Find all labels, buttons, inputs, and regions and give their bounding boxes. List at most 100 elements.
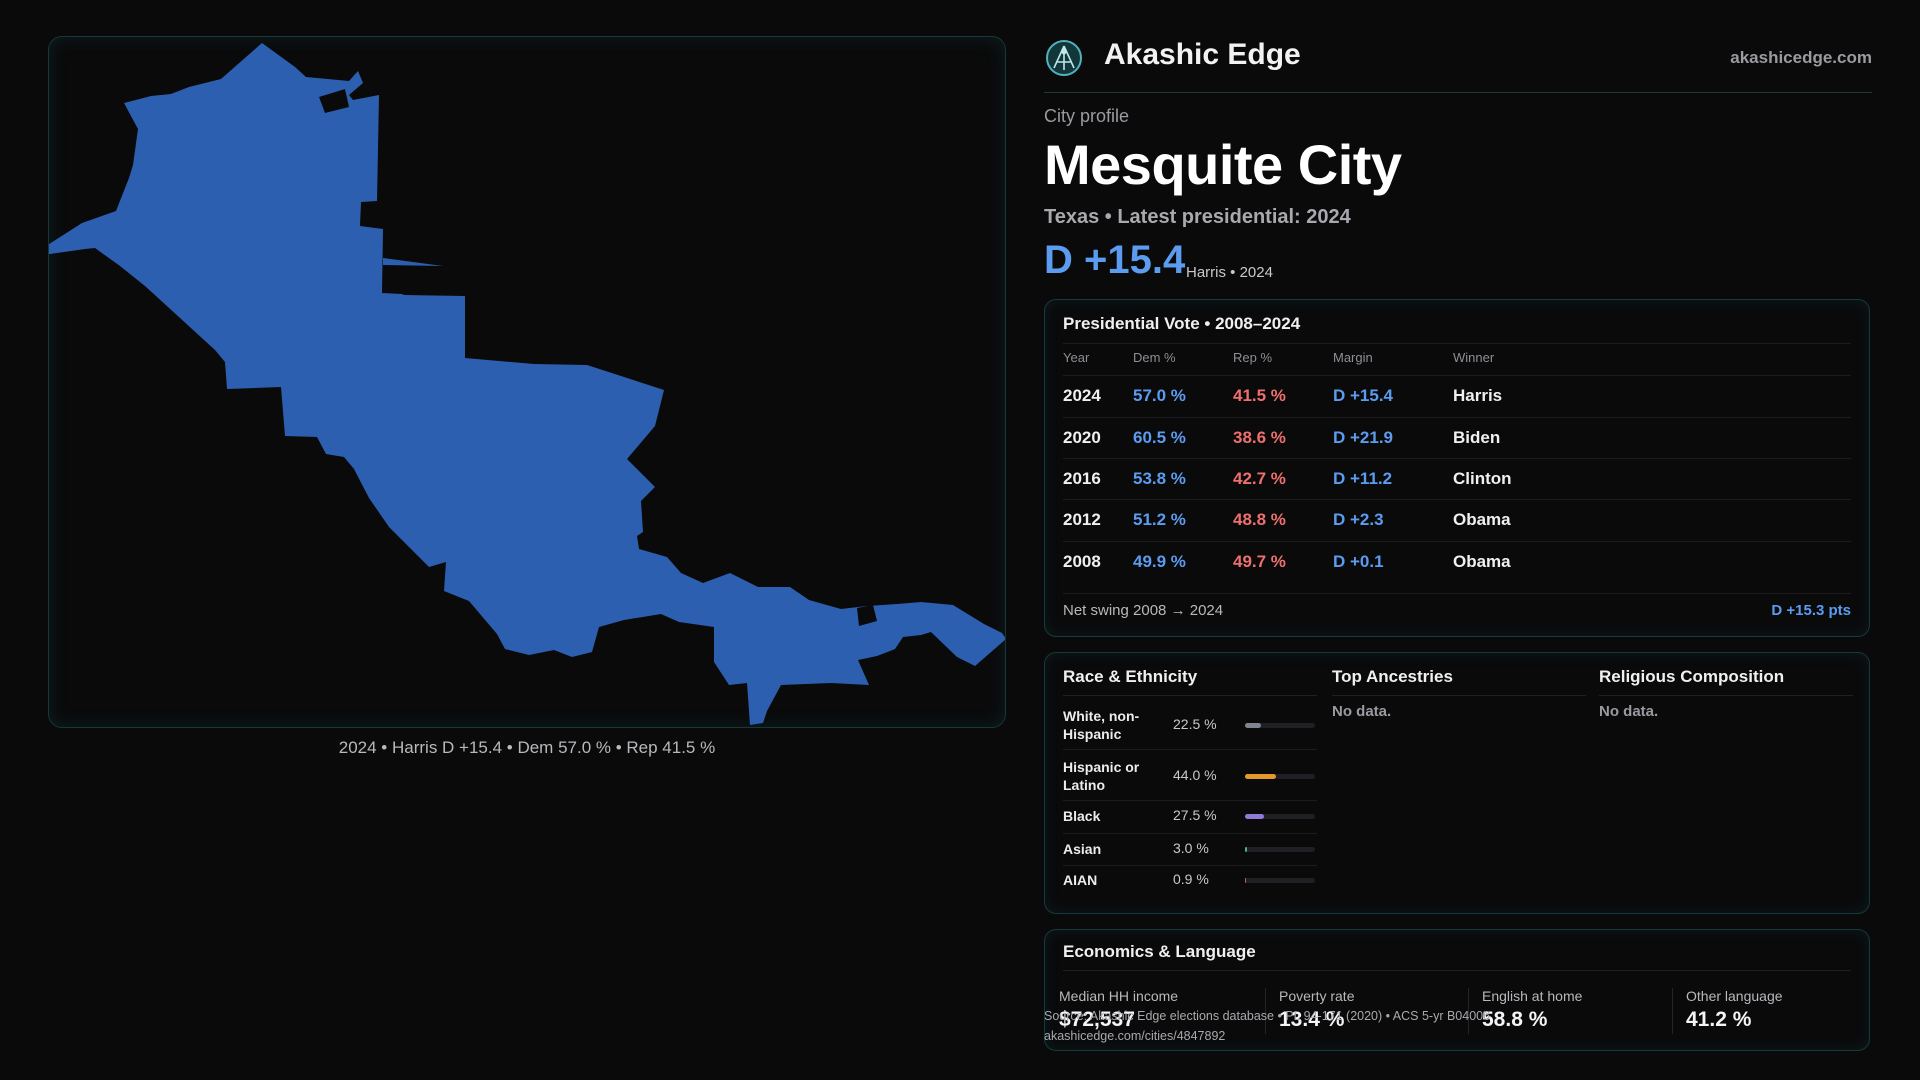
cell-winner: Obama <box>1453 510 1511 529</box>
ancestries-empty: No data. <box>1332 703 1392 720</box>
city-map-panel[interactable] <box>48 36 1006 728</box>
col-header-year: Year <box>1063 350 1090 365</box>
table-row: 2024 57.0 % 41.5 % D +15.4 Harris <box>1063 375 1851 418</box>
city-boundary-notch <box>319 89 349 113</box>
cell-margin: D +0.1 <box>1333 552 1384 571</box>
stat-value: $72,537 <box>1059 1008 1135 1031</box>
cell-dem: 60.5 % <box>1133 428 1186 447</box>
col-header-dem: Dem % <box>1133 350 1176 365</box>
race-bar-fill <box>1245 723 1261 728</box>
cell-rep: 41.5 % <box>1233 386 1286 405</box>
race-label: Asian <box>1063 841 1102 857</box>
cell-margin: D +15.4 <box>1333 386 1394 405</box>
city-boundary-gap <box>857 605 877 626</box>
cell-winner: Biden <box>1453 428 1501 447</box>
race-bar <box>1245 878 1315 883</box>
race-label: AIAN <box>1063 872 1098 888</box>
stat-label: Poverty rate <box>1279 988 1355 1004</box>
race-percent: 44.0 % <box>1173 767 1217 783</box>
stat-median-income: Median HH income $72,537 <box>1045 988 1235 1040</box>
map-caption: 2024 • Harris D +15.4 • Dem 57.0 % • Rep… <box>338 738 716 757</box>
race-bar-fill <box>1245 878 1246 883</box>
race-percent: 22.5 % <box>1173 716 1217 732</box>
race-row: White, non-Hispanic 22.5 % <box>1063 703 1317 750</box>
table-row: 2012 51.2 % 48.8 % D +2.3 Obama <box>1063 499 1851 542</box>
stat-value: 58.8 % <box>1482 1008 1548 1031</box>
column-divider <box>1332 695 1586 696</box>
city-boundary-spur <box>383 258 443 266</box>
stat-value: 13.4 % <box>1279 1008 1345 1031</box>
cell-rep: 38.6 % <box>1233 428 1286 447</box>
cell-rep: 49.7 % <box>1233 552 1286 571</box>
race-row: Hispanic or Latino 44.0 % <box>1063 750 1317 801</box>
stat-other-language: Other language 41.2 % <box>1672 988 1862 1040</box>
race-percent: 3.0 % <box>1173 840 1209 856</box>
race-ethnicity-title: Race & Ethnicity <box>1063 667 1198 686</box>
cell-year: 2020 <box>1063 428 1101 447</box>
race-bar-fill <box>1245 774 1276 779</box>
race-label: Black <box>1063 808 1101 824</box>
cell-margin: D +2.3 <box>1333 510 1384 529</box>
col-header-rep: Rep % <box>1233 350 1273 365</box>
page-title: Mesquite City <box>1044 133 1402 196</box>
race-bar <box>1245 814 1315 819</box>
latest-margin-note: Harris • 2024 <box>1186 264 1273 281</box>
demographics-card: Race & Ethnicity White, non-Hispanic 22.… <box>1044 652 1870 914</box>
brand-name: Akashic Edge <box>1104 38 1301 71</box>
stat-separator <box>1265 988 1266 1034</box>
race-bar <box>1245 847 1315 852</box>
stat-label: English at home <box>1482 988 1583 1004</box>
cell-year: 2024 <box>1063 386 1101 405</box>
cell-dem: 49.9 % <box>1133 552 1186 571</box>
site-link[interactable]: akashicedge.com <box>1730 48 1872 67</box>
col-header-winner: Winner <box>1453 350 1495 365</box>
economics-title: Economics & Language <box>1063 942 1256 961</box>
cell-winner: Harris <box>1453 386 1503 405</box>
stat-separator <box>1468 988 1469 1034</box>
race-bar-fill <box>1245 814 1265 819</box>
stat-separator <box>1672 988 1673 1034</box>
religion-empty: No data. <box>1599 703 1659 720</box>
cell-rep: 48.8 % <box>1233 510 1286 529</box>
race-percent: 0.9 % <box>1173 871 1209 887</box>
cell-dem: 57.0 % <box>1133 386 1186 405</box>
net-swing-label: Net swing 2008 → 2024 <box>1063 602 1224 619</box>
net-swing-value: D +15.3 pts <box>1771 602 1851 619</box>
stat-label: Median HH income <box>1059 988 1179 1004</box>
race-label: Hispanic or Latino <box>1063 759 1140 793</box>
race-row: AIAN 0.9 % <box>1063 866 1317 896</box>
card-divider <box>1063 343 1851 344</box>
race-bar <box>1245 723 1315 728</box>
city-boundary-shape <box>49 43 1005 725</box>
race-bar-fill <box>1245 847 1248 852</box>
religion-title: Religious Composition <box>1599 667 1785 686</box>
table-row: 2020 60.5 % 38.6 % D +21.9 Biden <box>1063 417 1851 460</box>
table-row: 2008 49.9 % 49.7 % D +0.1 Obama <box>1063 541 1851 584</box>
presidential-vote-card: Presidential Vote • 2008–2024 Year Dem %… <box>1044 299 1870 637</box>
race-row: Asian 3.0 % <box>1063 834 1317 866</box>
column-divider <box>1599 695 1853 696</box>
stat-value: 41.2 % <box>1686 1008 1752 1031</box>
source-url[interactable]: akashicedge.com/cities/4847892 <box>1044 1029 1226 1043</box>
latest-margin: D +15.4 <box>1044 238 1186 282</box>
stat-poverty-rate: Poverty rate 13.4 % <box>1265 988 1455 1040</box>
card-divider <box>1063 970 1851 971</box>
card-divider <box>1063 593 1851 594</box>
cell-year: 2008 <box>1063 552 1101 571</box>
race-percent: 27.5 % <box>1173 807 1217 823</box>
economics-card: Economics & Language Median HH income $7… <box>1044 929 1870 1051</box>
header: Akashic Edge akashicedge.com <box>1044 36 1872 93</box>
source-footer: Source: Akashic Edge elections database … <box>1044 1006 1490 1046</box>
profile-subline: Texas • Latest presidential: 2024 <box>1044 206 1351 228</box>
cell-winner: Clinton <box>1453 469 1512 488</box>
cell-year: 2012 <box>1063 510 1101 529</box>
stat-label: Other language <box>1686 988 1783 1004</box>
cell-margin: D +21.9 <box>1333 428 1394 447</box>
stat-english-at-home: English at home 58.8 % <box>1468 988 1658 1040</box>
race-row: Black 27.5 % <box>1063 801 1317 834</box>
akashic-logo-icon <box>1046 40 1082 76</box>
cell-winner: Obama <box>1453 552 1511 571</box>
col-header-margin: Margin <box>1333 350 1373 365</box>
cell-dem: 51.2 % <box>1133 510 1186 529</box>
cell-year: 2016 <box>1063 469 1101 488</box>
